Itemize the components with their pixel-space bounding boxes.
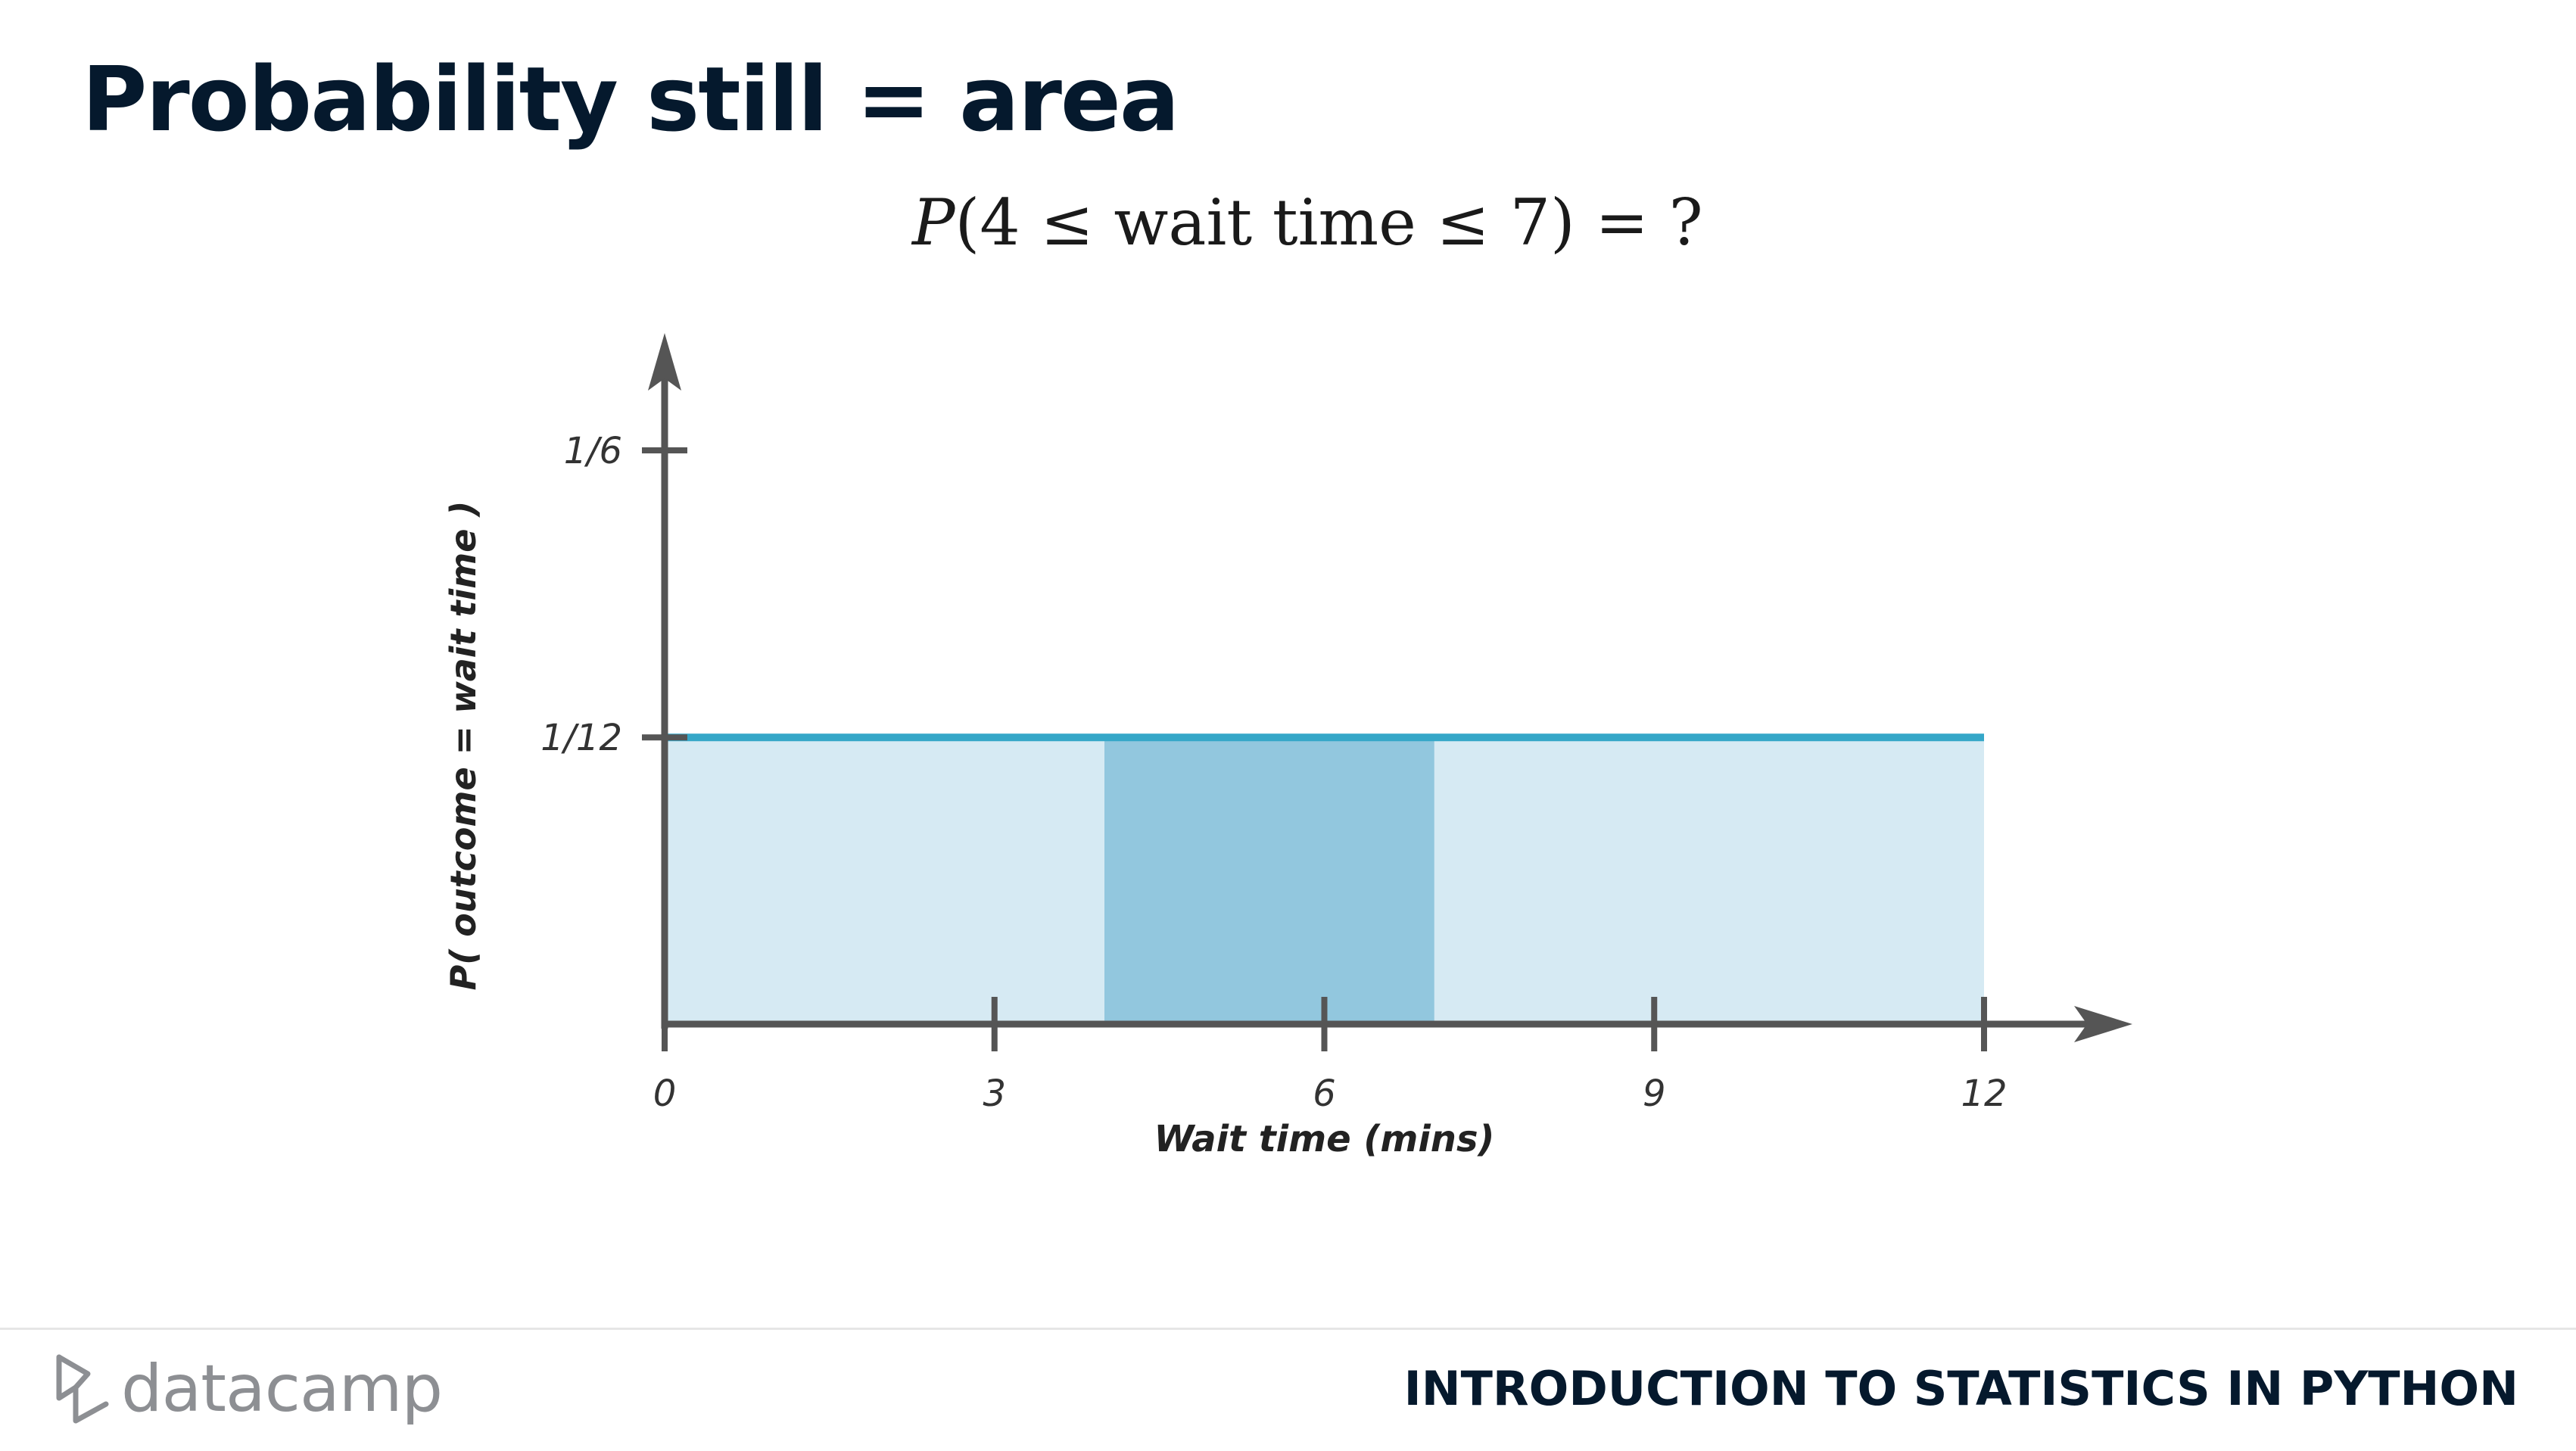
course-title: INTRODUCTION TO STATISTICS IN PYTHON (1403, 1361, 2518, 1416)
x-axis-arrow (2074, 1006, 2132, 1042)
x-tick-label: 6 (1313, 1073, 1336, 1115)
formula-p: P (912, 185, 955, 260)
x-tick-label: 9 (1643, 1073, 1666, 1115)
y-axis-label: P( outcome = wait time ) (443, 501, 484, 991)
datacamp-logo-text: datacamp (121, 1351, 443, 1427)
formula-body: (4 ≤ wait time ≤ 7) = ? (955, 185, 1703, 260)
datacamp-logo: datacamp (53, 1351, 443, 1427)
x-tick-label: 3 (983, 1073, 1006, 1115)
uniform-distribution-chart: 0 3 6 9 12 1/12 1/6 Wait time (mins) P( outcome … (443, 333, 2132, 1160)
datacamp-logo-icon (56, 1354, 109, 1424)
y-axis-arrow (648, 333, 681, 391)
y-tick-label: 1/6 (564, 430, 622, 472)
x-tick-label: 12 (1961, 1073, 2007, 1115)
probability-formula: P(4 ≤ wait time ≤ 7) = ? (912, 185, 1703, 260)
slide-title: Probability still = area (82, 47, 1180, 151)
highlight-area (1104, 737, 1434, 1024)
x-tick-label: 0 (653, 1073, 677, 1115)
footer-divider (0, 1328, 2576, 1330)
x-axis-label: Wait time (mins) (1154, 1118, 1495, 1160)
y-tick-label: 1/12 (540, 717, 622, 759)
